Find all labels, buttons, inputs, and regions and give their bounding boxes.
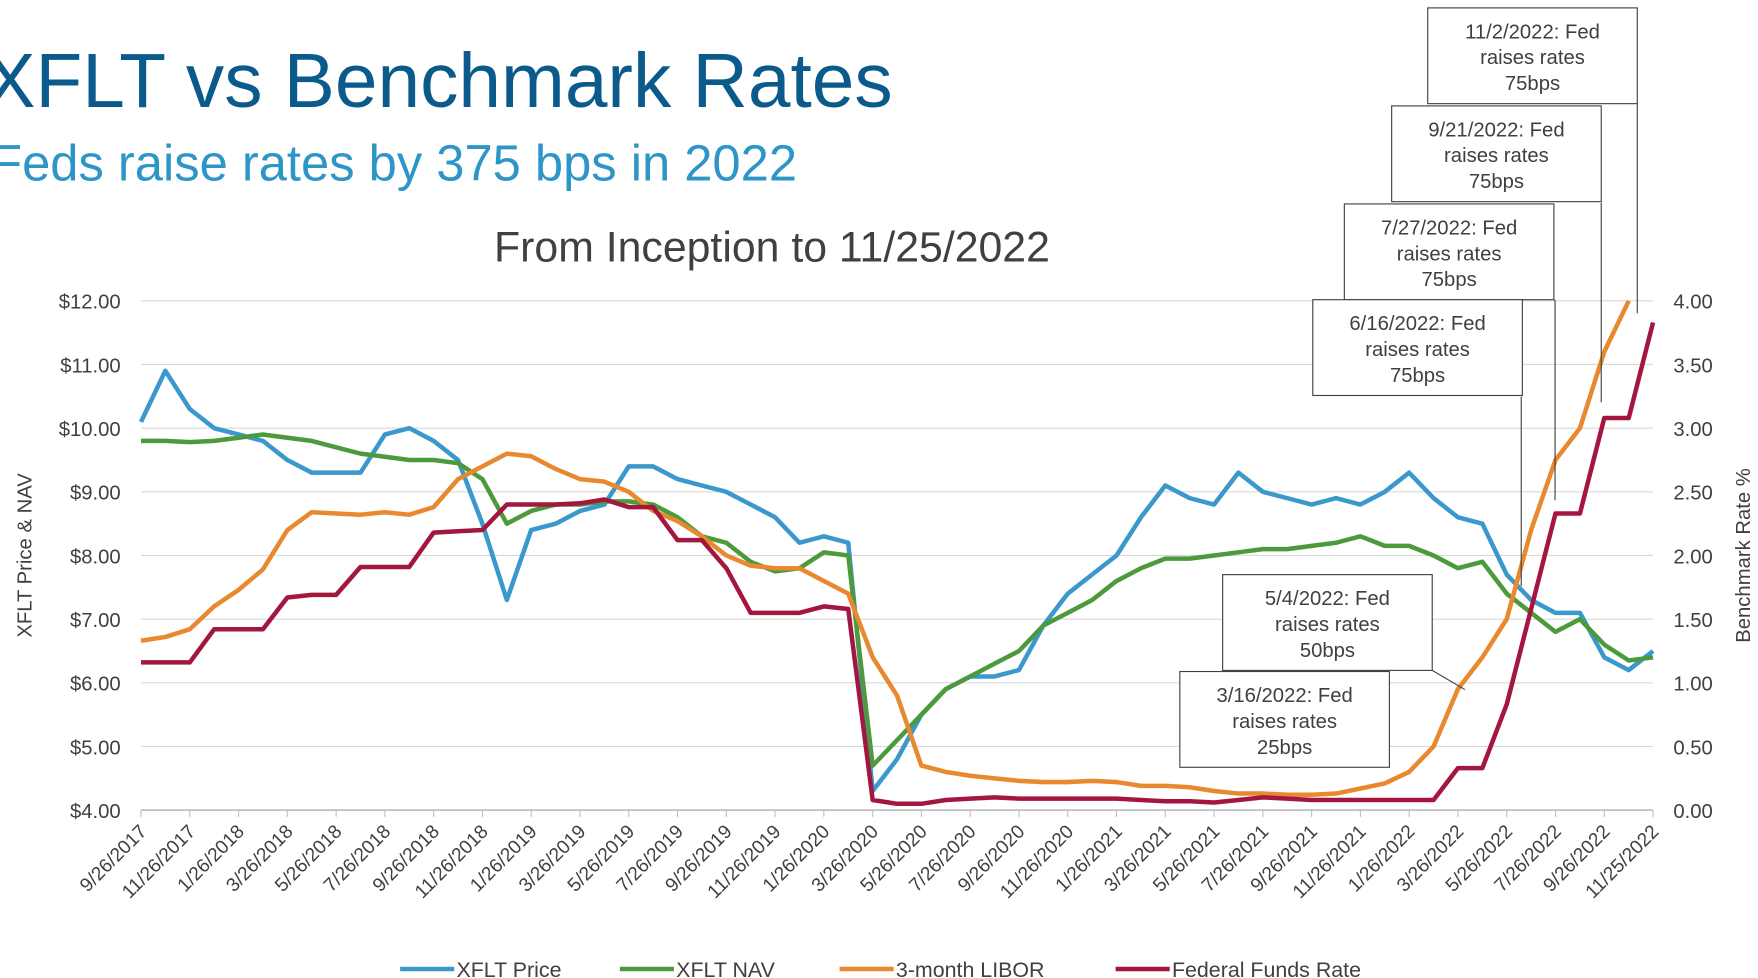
annotation-text: 6/16/2022: Fed [1349, 313, 1485, 335]
series-line [138, 368, 1655, 794]
y2-axis-label: Benchmark Rate % [1733, 468, 1755, 643]
y2-tick-label: 4.00 [1673, 292, 1712, 314]
legend-label: XFLT NAV [676, 958, 775, 978]
annotation-text: 75bps [1390, 365, 1445, 387]
series-line [140, 321, 1656, 807]
series-line [140, 299, 1631, 798]
y-axis-label: XFLT Price & NAV [15, 473, 37, 638]
y-tick-label: $10.00 [59, 419, 121, 441]
y2-tick-label: 3.00 [1673, 419, 1712, 441]
y-tick-label: $9.00 [70, 483, 121, 505]
annotation-box [1391, 105, 1602, 203]
annotation-text: raises rates [1232, 711, 1337, 733]
y2-tick-label: 2.50 [1673, 483, 1712, 505]
annotation: 3/16/2022: Fed raises rates 25bps [1179, 670, 1390, 768]
annotation: 5/4/2022: Fed raises rates 50bps [1222, 574, 1466, 691]
annotation-box [1427, 7, 1638, 105]
annotation-box [1179, 670, 1390, 768]
y-tick-label: $7.00 [70, 610, 121, 632]
annotation-text: 75bps [1469, 171, 1524, 193]
y-tick-label: $6.00 [70, 674, 121, 696]
y2-tick-label: 3.50 [1673, 355, 1712, 377]
annotation: 11/2/2022: Fed raises rates 75bps [1427, 7, 1638, 314]
y-tick-label: $11.00 [60, 355, 120, 377]
y2-tick-label: 1.00 [1673, 674, 1712, 696]
series-line [140, 432, 1654, 768]
page-title: XFLT vs Benchmark Rates [0, 39, 893, 124]
y-tick-label: $8.00 [70, 546, 121, 568]
annotation-text: 50bps [1300, 640, 1355, 662]
annotation-text: 9/21/2022: Fed [1428, 119, 1564, 141]
annotation-text: raises rates [1365, 339, 1470, 361]
legend-label: 3-month LIBOR [896, 958, 1045, 978]
annotation-box [1312, 299, 1523, 397]
annotation-box [1343, 203, 1555, 301]
y-tick-label: $12.00 [59, 292, 121, 314]
legend-label: Federal Funds Rate [1172, 958, 1361, 978]
y2-tick-label: 0.50 [1673, 737, 1712, 759]
legend-label: XFLT Price [456, 958, 561, 978]
annotation-text: raises rates [1275, 614, 1380, 636]
y-tick-label: $5.00 [70, 737, 121, 759]
annotation: 9/21/2022: Fed raises rates 75bps [1391, 105, 1602, 403]
annotation-text: 7/27/2022: Fed [1381, 217, 1517, 239]
annotation-text: 75bps [1422, 269, 1477, 291]
annotation: 6/16/2022: Fed raises rates 75bps [1312, 299, 1523, 586]
annotation-text: 75bps [1505, 73, 1560, 95]
annotation-text: raises rates [1480, 47, 1585, 69]
y2-tick-label: 1.50 [1673, 610, 1712, 632]
annotation-box [1222, 574, 1433, 671]
page-subtitle: Feds raise rates by 375 bps in 2022 [0, 134, 797, 191]
annotation-text: 5/4/2022: Fed [1265, 588, 1390, 610]
annotation: 7/27/2022: Fed raises rates 75bps [1343, 203, 1556, 501]
annotation-text: 3/16/2022: Fed [1216, 685, 1352, 707]
y-tick-label: $4.00 [70, 801, 121, 823]
annotation-text: 11/2/2022: Fed [1465, 21, 1600, 43]
annotation-text: 25bps [1257, 737, 1312, 759]
chart-title: From Inception to 11/25/2022 [494, 223, 1050, 271]
y2-tick-label: 0.00 [1673, 801, 1712, 823]
annotation-text: raises rates [1444, 145, 1549, 167]
annotation-text: raises rates [1397, 243, 1502, 265]
annotation-leader [1431, 669, 1466, 691]
y2-tick-label: 2.00 [1673, 546, 1712, 568]
